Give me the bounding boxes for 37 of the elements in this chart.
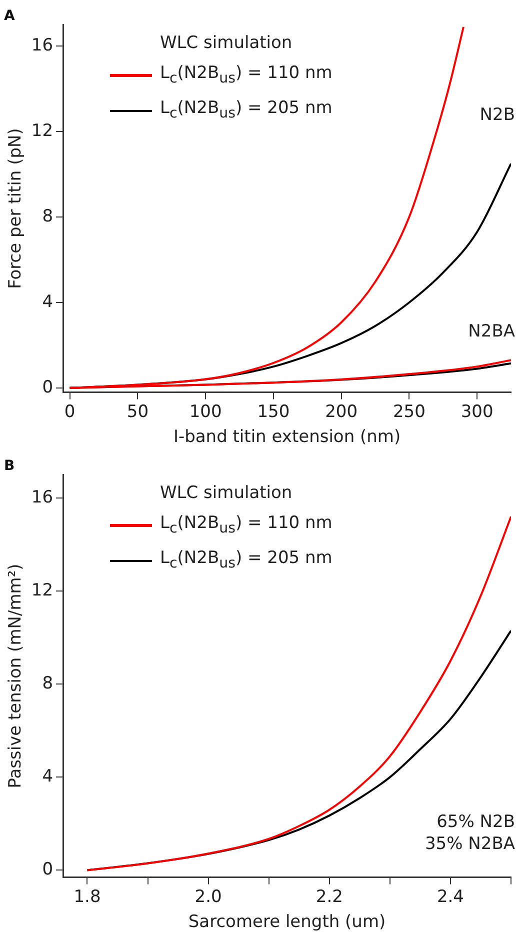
y-tick-label: 12	[31, 121, 54, 142]
x-tick-label: 300	[460, 402, 494, 422]
y-tick-label: 8	[42, 674, 54, 694]
x-tick-label: 2.0	[194, 886, 222, 907]
y-tick-label: 16	[31, 36, 54, 56]
x-tick-label: 250	[392, 402, 426, 422]
y-axis-title: Force per titin (pN)	[6, 128, 26, 289]
x-tick-label: 2.4	[436, 886, 464, 907]
annotation: 65% N2B	[436, 812, 515, 832]
x-tick-label: 150	[257, 402, 290, 422]
x-axis-title: Sarcomere length (um)	[188, 912, 386, 932]
y-tick-label: 0	[42, 377, 54, 398]
annotation: 35% N2BA	[424, 834, 516, 854]
x-tick-label: 0	[64, 402, 76, 422]
y-tick-label: 4	[42, 766, 54, 787]
x-tick-label: 100	[189, 402, 222, 422]
x-tick-label: 2.2	[316, 886, 343, 907]
chart-title: B	[4, 458, 15, 474]
y-tick-label: 16	[31, 487, 54, 508]
x-axis-title: I-band titin extension (nm)	[173, 427, 401, 448]
chart-title: A	[4, 8, 15, 24]
legend-label: L$_{c}$(N2B$_{us}$) = 205 nm	[160, 97, 332, 124]
y-tick-label: 4	[42, 292, 54, 312]
legend-label: L$_{c}$(N2B$_{us}$) = 110 nm	[160, 512, 332, 538]
legend-title: WLC simulation	[159, 32, 294, 55]
annotation: N2B	[480, 104, 515, 125]
y-tick-label: 0	[42, 860, 54, 880]
legend-title: WLC simulation	[159, 482, 294, 505]
y-axis-title: Passive tension (mN/mm²)	[6, 564, 26, 788]
legend-label: L$_{c}$(N2B$_{us}$) = 110 nm	[160, 62, 332, 88]
x-tick-label: 1.8	[74, 886, 101, 907]
x-tick-label: 50	[126, 402, 149, 422]
legend-label: L$_{c}$(N2B$_{us}$) = 205 nm	[160, 547, 332, 574]
annotation: N2BA	[468, 322, 516, 342]
y-tick-label: 12	[31, 580, 54, 601]
y-tick-label: 8	[42, 206, 54, 226]
x-tick-label: 200	[325, 402, 358, 422]
